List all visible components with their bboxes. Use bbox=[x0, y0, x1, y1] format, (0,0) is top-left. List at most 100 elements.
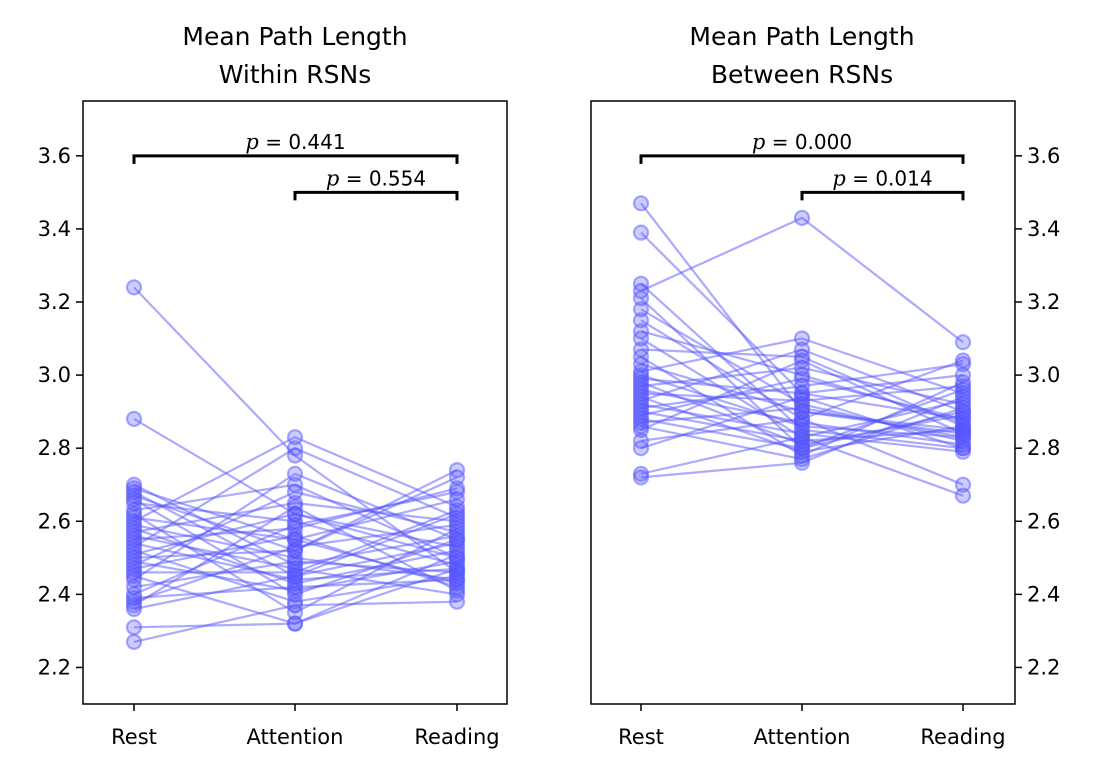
subject-point bbox=[448, 571, 466, 588]
subject-point bbox=[954, 476, 972, 493]
subject-line bbox=[133, 549, 458, 603]
subject-point bbox=[632, 440, 650, 457]
title-line-2: Between RSNs bbox=[711, 60, 893, 89]
subject-point bbox=[793, 209, 811, 226]
subject-point bbox=[954, 487, 972, 504]
x-tick-label: Attention bbox=[247, 725, 344, 749]
subject-point bbox=[793, 410, 811, 427]
subject-point bbox=[286, 429, 304, 446]
subject-point bbox=[125, 619, 143, 636]
y-axis: 2.2 2.4 2.6 2.8 3.0 3.2 3.4 3.6 bbox=[38, 144, 83, 679]
subject-point bbox=[286, 567, 304, 585]
subject-point bbox=[632, 330, 650, 347]
y-axis: 2.2 2.4 2.6 2.8 3.0 3.2 3.4 3.6 bbox=[1015, 144, 1060, 679]
p-symbol: p bbox=[752, 130, 765, 154]
subject-point bbox=[448, 502, 466, 519]
subject-lines bbox=[125, 279, 466, 651]
subject-point bbox=[286, 538, 304, 556]
panel-within: Mean Path Length Within RSNs 2.22.42.62.… bbox=[38, 22, 508, 749]
subject-point bbox=[793, 352, 811, 369]
p-symbol: p bbox=[832, 166, 845, 190]
subject-line bbox=[133, 490, 458, 567]
p-value-label: p = 0.000 bbox=[752, 130, 852, 154]
subject-point bbox=[954, 399, 972, 417]
p-value-text: = 0.014 bbox=[846, 166, 933, 190]
subject-lines bbox=[632, 195, 972, 504]
subject-point bbox=[632, 312, 650, 329]
subject-line bbox=[133, 578, 458, 600]
y-tick-label: 3.4 bbox=[1027, 217, 1060, 241]
subject-point bbox=[286, 615, 304, 632]
subject-point bbox=[793, 330, 811, 347]
subject-point bbox=[632, 469, 650, 486]
p-value-label: p = 0.014 bbox=[832, 166, 932, 190]
subject-point bbox=[125, 600, 143, 618]
subject-line bbox=[640, 417, 964, 486]
p-value-text: = 0.441 bbox=[259, 130, 346, 154]
x-axis: Rest Attention Reading bbox=[111, 704, 500, 749]
subject-point bbox=[286, 516, 304, 534]
subject-point bbox=[793, 454, 811, 471]
subject-line bbox=[133, 505, 458, 607]
y-tick-label: 2.2 bbox=[38, 655, 71, 679]
x-tick-label: Reading bbox=[414, 725, 499, 749]
subject-point bbox=[286, 440, 304, 457]
subject-point bbox=[286, 498, 304, 515]
subject-point bbox=[448, 462, 466, 479]
subject-line bbox=[640, 377, 964, 420]
x-tick-label: Rest bbox=[618, 725, 664, 749]
subject-line bbox=[640, 216, 964, 344]
subject-point bbox=[954, 388, 972, 406]
y-tick-label: 2.4 bbox=[38, 582, 71, 606]
y-tick-label: 2.2 bbox=[1027, 655, 1060, 679]
y-tick-label: 2.8 bbox=[38, 436, 71, 460]
y-tick-label: 2.8 bbox=[1027, 436, 1060, 460]
subject-point bbox=[793, 370, 811, 387]
significance-bracket bbox=[800, 190, 965, 201]
subject-line bbox=[133, 436, 458, 523]
subject-point bbox=[632, 301, 650, 318]
significance-bracket bbox=[293, 190, 459, 201]
subject-point bbox=[793, 429, 811, 446]
subject-point bbox=[448, 516, 466, 534]
subject-point bbox=[448, 535, 466, 552]
significance-bracket bbox=[132, 154, 459, 164]
x-tick-label: Reading bbox=[920, 725, 1005, 749]
y-tick-label: 3.2 bbox=[38, 290, 71, 314]
subject-line bbox=[133, 560, 458, 589]
y-tick-label: 2.4 bbox=[1027, 582, 1060, 606]
subject-point bbox=[286, 553, 304, 570]
subject-line bbox=[133, 523, 458, 603]
y-tick-label: 3.0 bbox=[1027, 363, 1060, 387]
subject-point bbox=[448, 593, 466, 610]
subject-point bbox=[793, 341, 811, 358]
title-line-1: Mean Path Length bbox=[182, 22, 407, 51]
title-line-1: Mean Path Length bbox=[689, 22, 914, 51]
subject-point bbox=[954, 356, 972, 373]
subject-line bbox=[640, 395, 964, 479]
p-symbol: p bbox=[245, 130, 258, 154]
subject-point bbox=[286, 527, 304, 545]
title-line-2: Within RSNs bbox=[219, 60, 371, 89]
subject-line bbox=[640, 406, 964, 461]
subject-line bbox=[133, 600, 458, 643]
subject-point bbox=[632, 195, 650, 212]
y-tick-label: 3.4 bbox=[38, 217, 71, 241]
subject-line bbox=[133, 469, 458, 559]
x-tick-label: Attention bbox=[754, 725, 851, 749]
subject-line bbox=[133, 472, 458, 581]
subject-line bbox=[133, 542, 458, 611]
subject-point bbox=[448, 483, 466, 501]
subject-point bbox=[286, 578, 304, 596]
subject-point bbox=[286, 597, 304, 614]
subject-point bbox=[632, 224, 650, 241]
subject-line bbox=[640, 359, 964, 435]
subject-line bbox=[640, 395, 964, 450]
x-axis: Rest Attention Reading bbox=[618, 704, 1006, 749]
subject-point bbox=[632, 290, 650, 307]
p-value-label: p = 0.441 bbox=[245, 130, 345, 154]
subject-point bbox=[793, 399, 811, 417]
y-tick-label: 3.6 bbox=[1027, 144, 1060, 168]
